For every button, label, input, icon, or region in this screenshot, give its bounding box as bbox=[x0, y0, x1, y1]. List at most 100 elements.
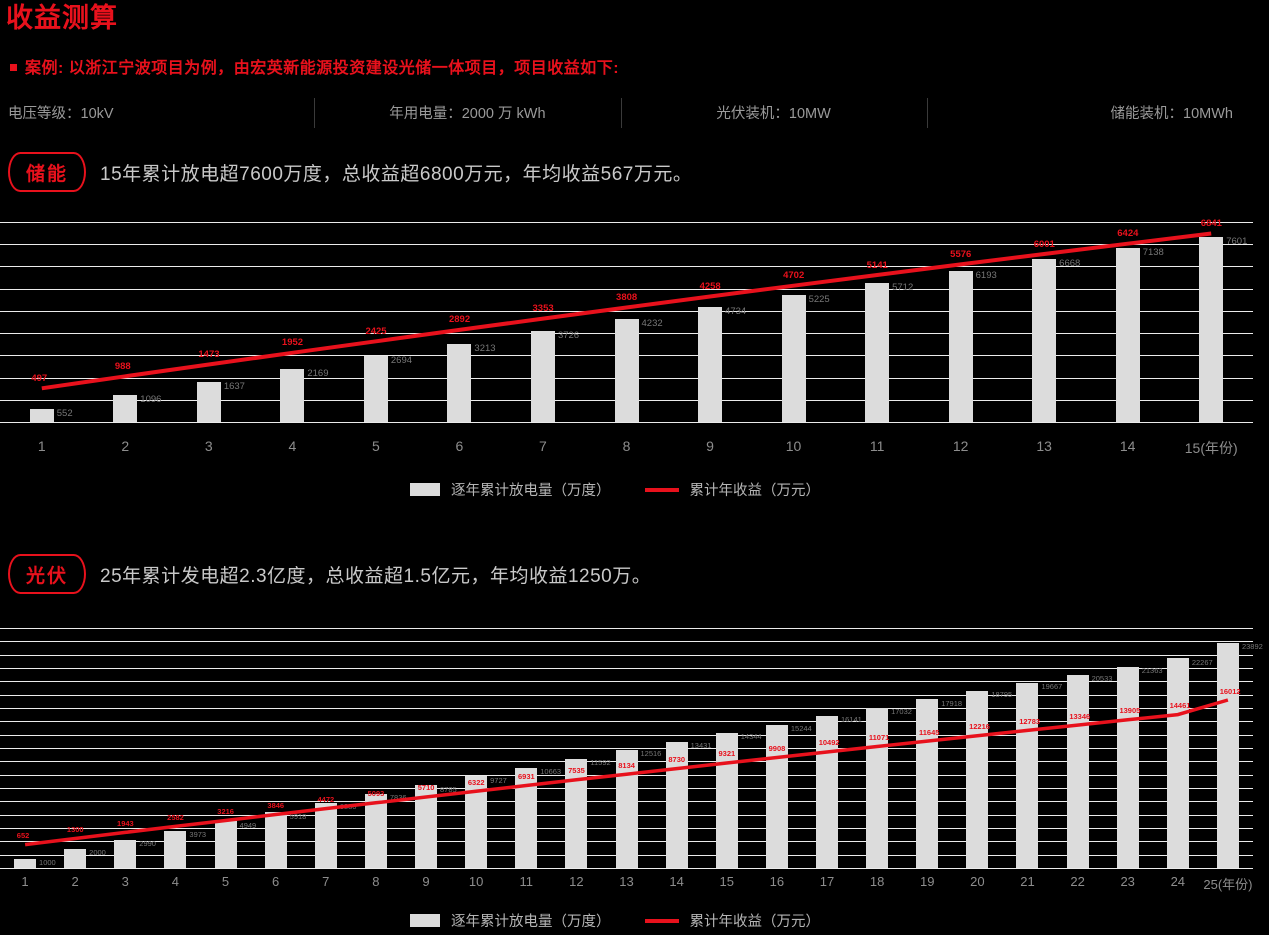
line-value-label: 11071 bbox=[868, 733, 890, 743]
spec-annual-usage: 年用电量：2000 万 kWh bbox=[314, 97, 620, 128]
x-axis-tick: 4 bbox=[288, 438, 297, 454]
section-caption-text-pv: 25年累计发电超2.3亿度，总收益超1.5亿元，年均收益1250万。 bbox=[100, 565, 652, 587]
x-axis-tick: 16 bbox=[769, 874, 785, 889]
gridline bbox=[0, 748, 1253, 749]
x-axis-tick: 10 bbox=[468, 874, 484, 889]
x-axis-tick: 22 bbox=[1070, 874, 1085, 889]
bar-value-label: 4232 bbox=[641, 317, 663, 329]
line-value-label: 2425 bbox=[365, 325, 387, 337]
x-axis-tick: 14 bbox=[1119, 438, 1136, 454]
bar-value-label: 1637 bbox=[223, 381, 245, 393]
gridline bbox=[0, 708, 1253, 709]
bar bbox=[164, 830, 187, 868]
chart-pv-xaxis: 1 2 3 4 5 6 7 8 9 10 11 12 13 14 15 16 17 18 19 20 21 22 23 24 2… bbox=[0, 874, 1269, 896]
bar bbox=[530, 331, 555, 422]
bar bbox=[64, 849, 87, 868]
line-value-label: 6841 bbox=[1200, 218, 1222, 230]
cumulative-revenue-line bbox=[24, 698, 1229, 847]
x-axis-tick: 10 bbox=[785, 438, 802, 454]
chart-pv: 1000 2000 2990 3973 4949 5918 6880 7836 8785 9727… bbox=[0, 628, 1263, 869]
bar bbox=[1166, 658, 1189, 868]
x-axis-tick: 6 bbox=[455, 438, 464, 454]
bar bbox=[615, 750, 638, 868]
bar bbox=[948, 270, 973, 422]
bar-value-label: 7836 bbox=[389, 793, 407, 803]
line-value-label: 3216 bbox=[217, 806, 234, 816]
spec-pv-capacity: 光伏装机：10MW bbox=[620, 97, 927, 128]
bar-value-label: 21363 bbox=[1141, 666, 1163, 676]
line-value-label: 6001 bbox=[1033, 238, 1055, 250]
bar bbox=[196, 382, 221, 422]
line-value-label: 3353 bbox=[532, 303, 554, 315]
line-value-label: 13905 bbox=[1119, 706, 1141, 716]
line-value-label: 8730 bbox=[668, 755, 686, 765]
line-value-label: 7535 bbox=[568, 766, 585, 776]
x-axis-tick: 23 bbox=[1120, 874, 1135, 889]
gridline bbox=[0, 266, 1253, 268]
bar-value-label: 13431 bbox=[690, 740, 712, 750]
bar-value-label: 17032 bbox=[891, 706, 912, 716]
gridline bbox=[0, 721, 1253, 723]
bar-value-label: 3973 bbox=[189, 829, 207, 839]
x-axis-tick: 3 bbox=[204, 438, 213, 454]
gridline bbox=[0, 422, 1253, 423]
legend-bar-label: 逐年累计放电量（万度） bbox=[451, 914, 611, 930]
bar bbox=[515, 767, 538, 868]
line-value-label: 6424 bbox=[1117, 228, 1139, 240]
line-value-label: 13346 bbox=[1069, 711, 1091, 721]
bar-value-label: 2000 bbox=[89, 848, 106, 858]
bar-value-label: 5712 bbox=[892, 281, 914, 293]
x-axis-tick: 13 bbox=[1036, 438, 1052, 454]
bar bbox=[865, 282, 890, 422]
x-axis-tick: 8 bbox=[372, 874, 380, 889]
x-axis-tick: 5 bbox=[371, 438, 380, 454]
gridline bbox=[0, 681, 1253, 683]
bar bbox=[1115, 247, 1140, 422]
line-value-label: 8134 bbox=[618, 760, 635, 770]
bar-value-label: 6193 bbox=[975, 270, 997, 281]
bar-value-label: 8785 bbox=[440, 784, 457, 794]
x-axis-tick: 21 bbox=[1020, 874, 1035, 889]
bar-value-label: 10663 bbox=[540, 766, 562, 776]
bar bbox=[765, 724, 788, 868]
line-value-label: 5093 bbox=[367, 789, 385, 799]
bar-value-label: 22267 bbox=[1191, 657, 1213, 667]
bar-value-label: 16141 bbox=[840, 715, 862, 725]
bar-value-label: 11592 bbox=[590, 758, 611, 768]
legend-item-line: 累计年收益（万元） bbox=[644, 479, 820, 500]
x-axis-tick: 8 bbox=[622, 438, 631, 454]
line-value-label: 4702 bbox=[783, 270, 805, 282]
case-bullet-text: 案例: 以浙江宁波项目为例，由宏英新能源投资建设光储一体项目，项目收益如下: bbox=[25, 60, 620, 77]
section-tag-storage: 储能 bbox=[8, 152, 86, 192]
x-axis-tick: 9 bbox=[706, 438, 714, 454]
bar bbox=[1216, 643, 1239, 868]
x-axis-tick: 15 bbox=[719, 874, 734, 889]
bar bbox=[447, 343, 472, 422]
bar-value-label: 20533 bbox=[1091, 673, 1113, 683]
x-axis-tick: 25(年份) bbox=[1203, 877, 1253, 892]
section-caption-storage: 储能 15年累计放电超7600万度，总收益超6800万元，年均收益567万元。 bbox=[8, 152, 692, 192]
bar-value-label: 7601 bbox=[1226, 235, 1248, 247]
case-bullet: 案例: 以浙江宁波项目为例，由宏英新能源投资建设光储一体项目，项目收益如下: bbox=[10, 54, 619, 78]
x-axis-tick: 18 bbox=[869, 874, 885, 889]
x-axis-tick: 15(年份) bbox=[1184, 440, 1238, 456]
line-value-label: 1943 bbox=[117, 818, 134, 828]
line-value-label: 10492 bbox=[818, 738, 840, 748]
line-value-label: 12783 bbox=[1019, 716, 1041, 726]
line-value-label: 5141 bbox=[866, 259, 888, 271]
gridline bbox=[0, 868, 1253, 869]
spec-voltage: 电压等级：10kV bbox=[8, 105, 114, 122]
chart-storage-legend: 逐年累计放电量（万度） 累计年收益（万元） bbox=[410, 479, 820, 500]
line-value-label: 6931 bbox=[518, 771, 535, 781]
bar bbox=[1032, 259, 1057, 422]
legend-bar-label: 逐年累计放电量（万度） bbox=[451, 483, 611, 499]
gridline bbox=[0, 628, 1253, 629]
gridline bbox=[0, 222, 1253, 223]
bar-value-label: 1096 bbox=[140, 394, 162, 406]
x-axis-tick: 1 bbox=[21, 874, 29, 889]
bar-value-label: 552 bbox=[56, 407, 73, 419]
bar-value-label: 5918 bbox=[289, 811, 307, 821]
x-axis-tick: 17 bbox=[819, 874, 835, 889]
chart-storage: 552 1096 1637 2169 2694 3213 3726 4232 4734 5225 5… bbox=[0, 218, 1253, 423]
line-value-label: 1300 bbox=[66, 824, 84, 834]
